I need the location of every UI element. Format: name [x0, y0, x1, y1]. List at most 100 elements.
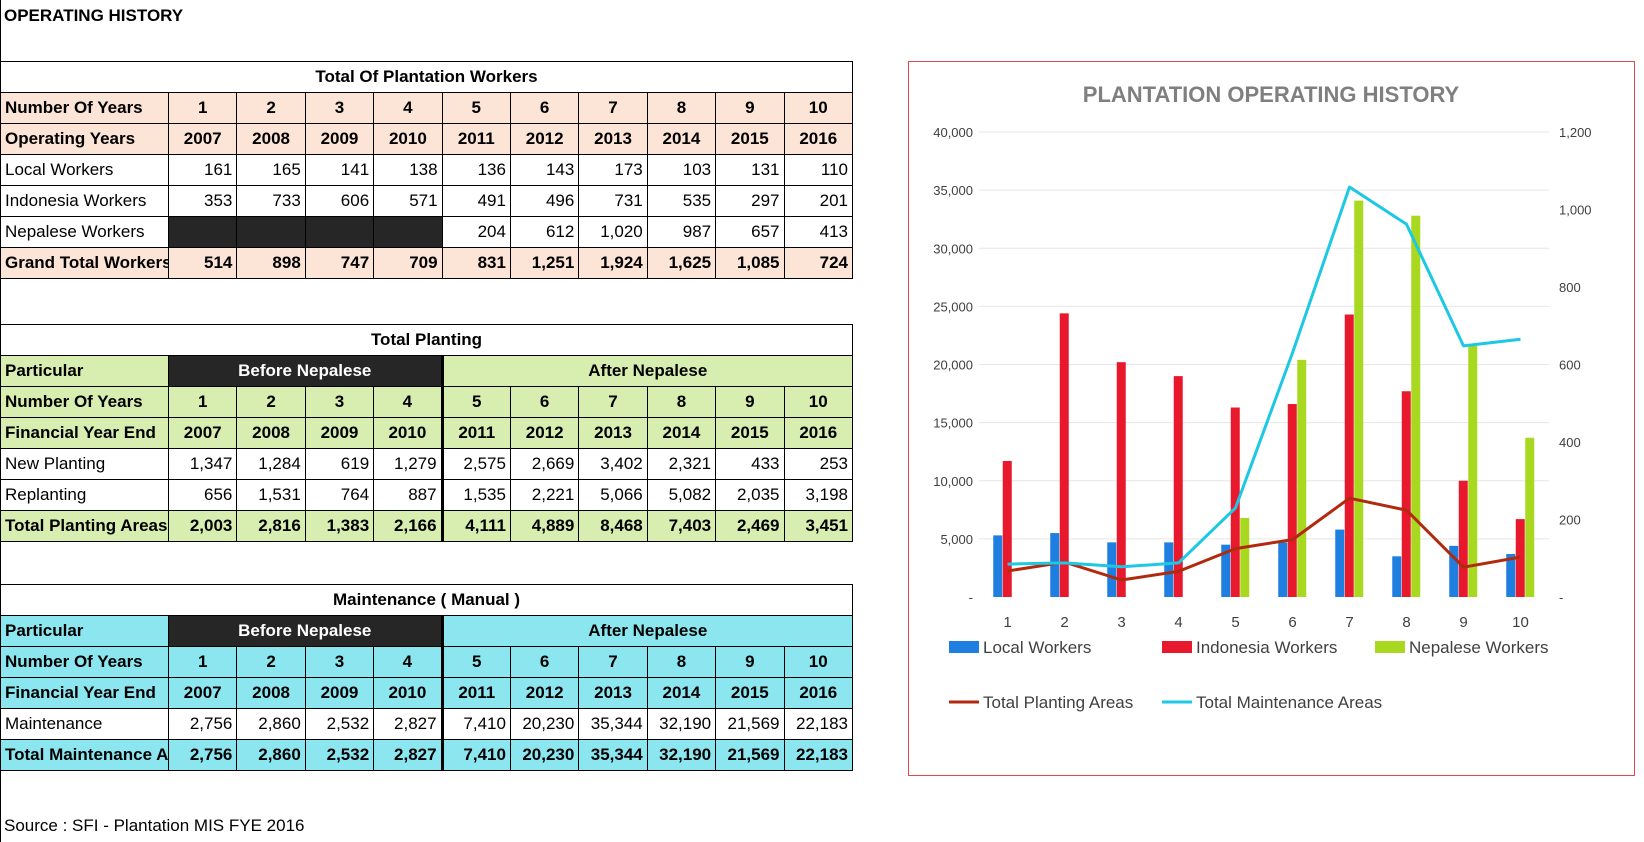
- value-cell: 612: [509, 216, 580, 248]
- financial-year-cell: 2010: [373, 677, 443, 709]
- row-label: Financial Year End: [0, 417, 169, 449]
- operating-year-cell: 2009: [304, 123, 375, 155]
- bar-indonesia-workers: [1002, 460, 1012, 597]
- source-note: Source : SFI - Plantation MIS FYE 2016: [4, 816, 305, 835]
- planting-table: Total Planting Particular Before Nepalese A…: [0, 324, 854, 542]
- year-number-cell: 1: [167, 92, 238, 124]
- row-label: Particular: [0, 355, 169, 387]
- table-row: Nepalese Workers 204 612 1,020 987 657 413: [0, 216, 854, 248]
- value-cell: 764: [304, 479, 375, 511]
- legend-swatch: [1375, 641, 1405, 653]
- table-row: Maintenance 2,756 2,860 2,532 2,827 7,410 20,2…: [0, 708, 854, 740]
- total-cell: 35,344: [578, 739, 648, 771]
- value-cell: 733: [236, 185, 306, 217]
- bar-nepalese-workers: [1240, 517, 1250, 597]
- financial-year-cell: 2014: [646, 417, 717, 449]
- financial-year-cell: 2015: [715, 417, 785, 449]
- year-number-cell: 10: [783, 646, 854, 678]
- value-cell: 21,569: [715, 708, 785, 740]
- value-cell: 433: [715, 448, 785, 480]
- value-cell: 204: [441, 216, 511, 248]
- right-axis-tick-label: 400: [1559, 435, 1581, 450]
- total-row: Total Planting Areas 2,003 2,816 1,383 2,166…: [0, 510, 854, 542]
- total-cell: 1,251: [509, 247, 580, 279]
- value-cell: 2,221: [509, 479, 580, 511]
- financial-year-cell: 2012: [509, 417, 580, 449]
- value-cell: 2,575: [440, 448, 511, 480]
- row-label: Financial Year End: [0, 677, 169, 709]
- year-number-cell: 5: [440, 646, 511, 678]
- value-cell: 2,756: [167, 708, 238, 740]
- row-label: Grand Total Workers: [0, 247, 169, 279]
- right-axis-tick-label: 600: [1559, 358, 1581, 373]
- years-row: Number Of Years 1 2 3 4 5 6 7 8 9 10: [0, 386, 854, 418]
- blank-cell: [236, 216, 306, 248]
- value-cell: 138: [373, 154, 443, 186]
- year-number-cell: 9: [715, 386, 785, 418]
- total-cell: 4,111: [440, 510, 511, 542]
- value-cell: 110: [783, 154, 854, 186]
- total-cell: 724: [783, 247, 854, 279]
- financial-year-cell: 2008: [236, 417, 306, 449]
- year-number-cell: 2: [236, 386, 306, 418]
- bar-local-workers: [1449, 545, 1459, 597]
- bar-indonesia-workers: [1059, 313, 1069, 597]
- bar-nepalese-workers: [1468, 345, 1478, 597]
- particular-row: Particular Before Nepalese After Nepalese: [0, 615, 854, 647]
- value-cell: 413: [783, 216, 854, 248]
- year-number-cell: 9: [715, 92, 785, 124]
- value-cell: 103: [646, 154, 717, 186]
- year-number-cell: 3: [304, 386, 375, 418]
- row-label: Maintenance: [0, 708, 169, 740]
- operating-history-chart: PLANTATION OPERATING HISTORY - 5,000 10,000…: [933, 82, 1591, 712]
- category-label: 6: [1288, 614, 1296, 631]
- operating-year-cell: 2015: [715, 123, 785, 155]
- year-number-cell: 5: [441, 92, 511, 124]
- year-number-cell: 8: [646, 646, 717, 678]
- right-axis-tick-label: 200: [1559, 513, 1581, 528]
- operating-year-cell: 2012: [509, 123, 580, 155]
- value-cell: 535: [646, 185, 717, 217]
- category-label: 1: [1003, 614, 1011, 631]
- legend-label: Local Workers: [983, 638, 1091, 657]
- total-cell: 20,230: [509, 739, 580, 771]
- value-cell: 606: [304, 185, 375, 217]
- financial-year-row: Financial Year End 2007 2008 2009 2010 2011 20…: [0, 677, 854, 709]
- financial-year-cell: 2011: [440, 677, 511, 709]
- financial-year-row: Financial Year End 2007 2008 2009 2010 2011 20…: [0, 417, 854, 449]
- left-axis-tick-label: 15,000: [933, 416, 973, 431]
- category-label: 7: [1345, 614, 1353, 631]
- financial-year-cell: 2016: [783, 417, 854, 449]
- table-row: Indonesia Workers 353 733 606 571 491 496 731 53…: [0, 185, 854, 217]
- table-title: Maintenance ( Manual ): [0, 584, 853, 616]
- total-cell: 22,183: [783, 739, 854, 771]
- row-label: Nepalese Workers: [0, 216, 169, 248]
- value-cell: 1,535: [440, 479, 511, 511]
- year-number-cell: 1: [167, 386, 238, 418]
- financial-year-cell: 2012: [509, 677, 580, 709]
- table-title-row: Total Of Plantation Workers: [0, 61, 853, 93]
- year-number-cell: 10: [783, 386, 854, 418]
- total-cell: 3,451: [783, 510, 854, 542]
- after-nepalese-header: After Nepalese: [440, 615, 854, 647]
- table-title: Total Of Plantation Workers: [0, 61, 853, 93]
- category-label: 2: [1060, 614, 1068, 631]
- financial-year-cell: 2013: [578, 677, 648, 709]
- value-cell: 7,410: [440, 708, 511, 740]
- financial-year-cell: 2007: [167, 417, 238, 449]
- total-cell: 4,889: [509, 510, 580, 542]
- total-cell: 831: [441, 247, 511, 279]
- year-number-cell: 10: [783, 92, 854, 124]
- left-axis-tick-label: 40,000: [933, 125, 973, 140]
- bar-indonesia-workers: [1401, 391, 1411, 597]
- legend-swatch: [949, 641, 979, 653]
- total-cell: 747: [304, 247, 375, 279]
- value-cell: 1,531: [236, 479, 306, 511]
- bar-indonesia-workers: [1344, 314, 1354, 597]
- category-label: 4: [1174, 614, 1182, 631]
- financial-year-cell: 2009: [304, 417, 375, 449]
- bar-indonesia-workers: [1230, 407, 1240, 597]
- value-cell: 143: [509, 154, 580, 186]
- bar-local-workers: [1392, 556, 1402, 597]
- value-cell: 2,532: [304, 708, 375, 740]
